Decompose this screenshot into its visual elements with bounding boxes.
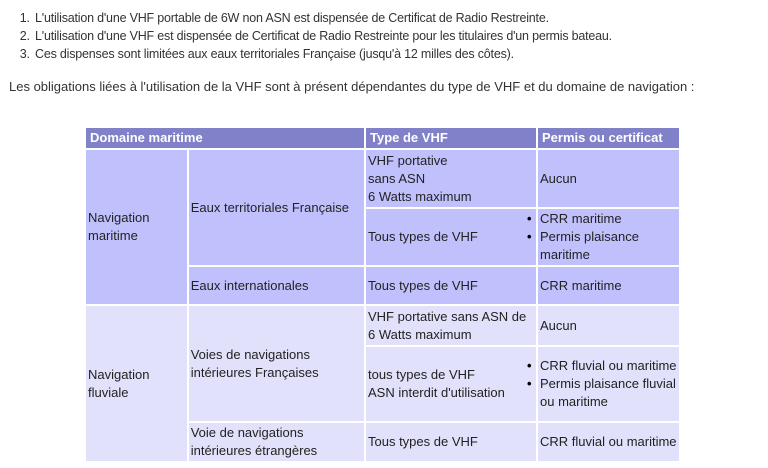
permit-item: Permis plaisance fluvial ou maritime [527,375,677,411]
table-row: Tous types de VHF CRR maritime Permis pl… [86,209,679,265]
zone-cell: Voie de navigations intérieures étrangèr… [188,423,364,461]
type-line: sans ASN [368,170,426,186]
type-cell: Tous types de VHF [366,423,536,461]
permit-item: CRR maritime [527,210,677,228]
table-row: Eaux internationales Tous types de VHF C… [86,267,679,304]
permit-item: CRR fluvial ou maritime [527,357,677,375]
type-cell: VHF portative sans ASN 6 Watts maximum [366,150,536,207]
type-line: VHF portative [368,152,448,168]
domain-cell: Navigation fluviale [86,306,187,461]
permit-item: Permis plaisance maritime [527,228,677,264]
type-cell: Tous types de VHF [366,267,536,304]
permit-cell: CRR fluvial ou maritime [538,423,679,461]
zone-cell: Voies de navigations intérieures Françai… [188,306,364,421]
permit-cell: CRR maritime Permis plaisance maritime [527,209,679,265]
zone-cell: Eaux territoriales Française [188,150,364,265]
table-header-row: Domaine maritime Type de VHF Permis ou c… [86,128,679,148]
type-cell: VHF portative sans ASN de 6 Watts maximu… [366,306,536,345]
note-item: L'utilisation d'une VHF portable de 6W n… [33,9,612,27]
table-row: Navigation fluviale Voies de navigations… [86,306,679,461]
permit-cell: Aucun [538,150,679,207]
intro-paragraph: Les obligations liées à l'utilisation de… [9,79,695,94]
vhf-obligations-table: Domaine maritime Type de VHF Permis ou c… [84,126,681,463]
type-line: ASN interdit d'utilisation [368,385,505,400]
table-row: Navigation maritime Eaux territoriales F… [86,150,679,304]
permit-list: CRR fluvial ou maritime Permis plaisance… [527,357,677,411]
type-line: tous types de VHF [368,367,475,382]
zone-cell: Eaux internationales [188,267,364,304]
header-permit: Permis ou certificat [538,128,679,148]
type-cell: Tous types de VHF [366,209,536,265]
header-type: Type de VHF [366,128,536,148]
table-row: tous types de VHF ASN interdit d'utilisa… [86,347,679,421]
type-cell: tous types de VHF ASN interdit d'utilisa… [366,347,536,421]
permit-cell: Aucun [538,306,679,345]
header-domain: Domaine maritime [86,128,364,148]
permit-cell: CRR fluvial ou maritime Permis plaisance… [527,347,679,421]
permit-list: CRR maritime Permis plaisance maritime [527,210,677,264]
note-item: Ces dispenses sont limitées aux eaux ter… [33,45,612,63]
table-row: Voie de navigations intérieures étrangèr… [86,423,679,461]
note-item: L'utilisation d'une VHF est dispensée de… [33,27,612,45]
type-line: 6 Watts maximum [368,188,472,204]
permit-cell: CRR maritime [538,267,679,304]
notes-list: L'utilisation d'une VHF portable de 6W n… [33,9,612,63]
domain-cell: Navigation maritime [86,150,187,304]
